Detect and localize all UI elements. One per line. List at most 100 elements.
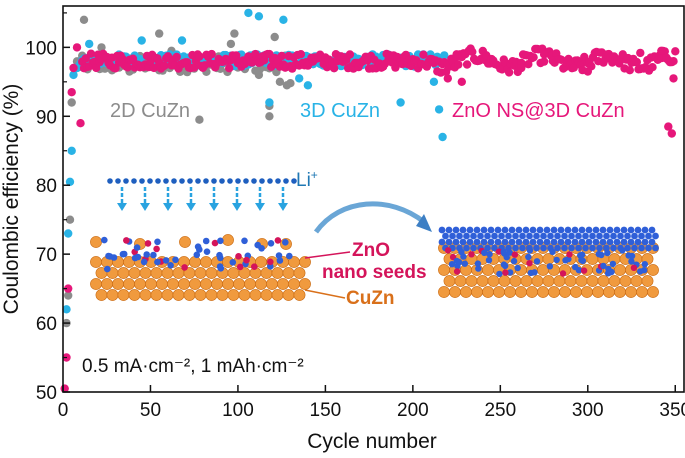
li-arrow-head	[117, 203, 127, 211]
li-deposit	[501, 238, 509, 246]
li-deposit	[598, 251, 605, 259]
li-deposit	[553, 256, 560, 264]
li-deposit	[167, 262, 174, 269]
y-tick-label: 60	[36, 314, 57, 335]
cuzn-atom	[625, 286, 637, 298]
li-deposit	[554, 232, 561, 240]
data-point	[429, 77, 439, 87]
li-ion	[227, 178, 233, 184]
data-point	[137, 36, 146, 45]
li-deposit	[645, 244, 652, 252]
data-point	[583, 67, 592, 76]
li-deposit	[652, 244, 659, 252]
li-deposit	[652, 232, 659, 240]
li-deposit	[550, 238, 558, 246]
li-arrow-head	[140, 203, 150, 211]
cuzn-atom	[255, 278, 267, 290]
li-ion	[115, 178, 121, 184]
li-deposit	[241, 237, 248, 245]
li-deposit	[251, 263, 258, 271]
li-deposit	[512, 232, 519, 240]
cuzn-atom	[443, 275, 456, 287]
li-flux-arrows	[117, 187, 288, 211]
li-deposit	[585, 226, 593, 234]
cuzn-atom	[139, 267, 152, 279]
data-point	[230, 29, 239, 38]
data-point	[669, 57, 678, 66]
li-deposit	[554, 244, 561, 252]
cuzn-atom	[238, 289, 251, 301]
zno-label: ZnO	[352, 240, 390, 261]
li-arrow-head	[255, 203, 265, 211]
data-point	[434, 105, 444, 114]
cuzn-atom	[454, 275, 467, 287]
cuzn-atom	[161, 289, 174, 301]
cuzn-atom	[128, 267, 141, 279]
li-deposit	[630, 264, 638, 271]
li-ion	[291, 178, 297, 184]
li-deposit	[101, 236, 108, 244]
cuzn-atom	[205, 267, 218, 279]
li-deposit	[580, 267, 588, 274]
cuzn-atom	[194, 267, 207, 279]
li-deposit	[211, 239, 219, 247]
li-deposit	[511, 251, 519, 258]
li-ion	[131, 178, 137, 184]
li-deposit	[619, 247, 626, 254]
cuzn-atom	[161, 267, 174, 279]
li-deposit	[606, 238, 614, 246]
data-point	[65, 215, 75, 224]
li-deposit	[522, 226, 530, 234]
data-point	[664, 122, 673, 131]
li-deposit	[466, 238, 474, 246]
li-deposit	[503, 254, 510, 261]
li-deposit	[519, 244, 526, 252]
data-point	[63, 291, 73, 300]
series-label-2d: 2D CuZn	[110, 100, 190, 122]
data-point	[296, 50, 306, 59]
li-deposit	[491, 244, 498, 252]
li-deposit	[572, 263, 579, 271]
cuzn-atom	[520, 275, 533, 287]
cuzn-atom	[548, 286, 560, 298]
li-deposit	[438, 226, 446, 234]
li-deposit	[485, 257, 493, 264]
data-point	[529, 53, 538, 62]
data-point	[172, 52, 181, 62]
cuzn-atom	[150, 289, 163, 301]
cuzn-atom	[271, 267, 284, 279]
cuzn-atom	[200, 256, 212, 268]
li-deposit	[627, 226, 635, 234]
li-deposit	[123, 237, 130, 244]
cuzn-atom	[150, 267, 163, 279]
x-tick-label: 300	[572, 400, 604, 421]
data-layer	[60, 8, 680, 393]
data-point	[539, 57, 549, 66]
data-point	[149, 63, 159, 73]
cuzn-atom	[233, 278, 245, 290]
li-ion	[251, 178, 257, 184]
li-deposit	[536, 238, 544, 246]
data-point	[123, 63, 132, 72]
data-point	[632, 57, 641, 67]
li-deposit	[561, 244, 568, 252]
li-deposit	[229, 259, 237, 266]
li-deposit	[599, 226, 607, 234]
li-deposit	[648, 226, 656, 234]
cuzn-atom	[227, 289, 240, 301]
li-deposit	[519, 232, 526, 240]
li-deposit	[452, 238, 460, 246]
li-deposit	[119, 250, 127, 258]
cuzn-atom	[614, 286, 626, 298]
li-arrow-head	[232, 203, 242, 211]
li-deposit	[508, 226, 516, 234]
data-point	[279, 15, 288, 24]
data-point	[662, 53, 671, 62]
li-deposit	[480, 226, 488, 234]
data-point	[195, 115, 204, 124]
li-deposit	[267, 240, 275, 247]
cuzn-atom	[641, 275, 654, 287]
y-tick-label: 100	[25, 38, 57, 59]
li-deposit	[498, 232, 505, 240]
li-ion	[107, 178, 113, 184]
